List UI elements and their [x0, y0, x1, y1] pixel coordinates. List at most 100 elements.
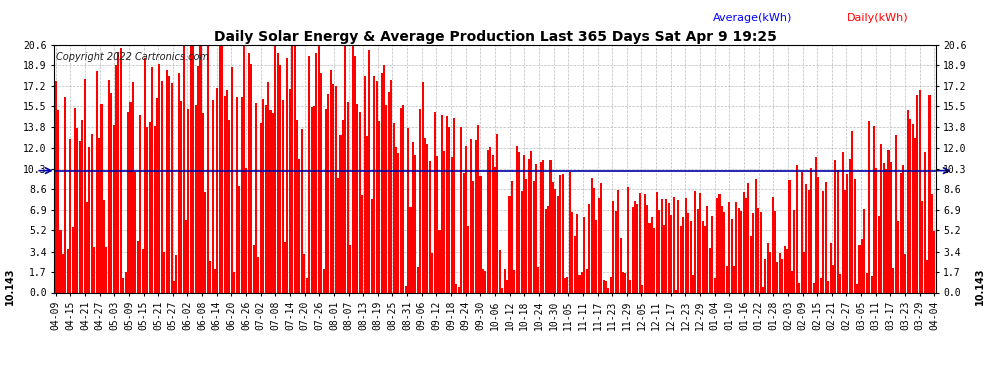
Bar	[663, 225, 665, 292]
Text: Copyright 2022 Cartronics.com: Copyright 2022 Cartronics.com	[56, 53, 209, 62]
Bar	[219, 46, 221, 292]
Bar	[158, 63, 160, 292]
Bar	[120, 48, 122, 292]
Bar	[349, 245, 351, 292]
Bar	[818, 177, 820, 292]
Bar	[199, 46, 202, 292]
Bar	[470, 138, 472, 292]
Bar	[634, 201, 636, 292]
Bar	[444, 151, 446, 292]
Bar	[358, 112, 360, 292]
Bar	[858, 245, 860, 292]
Bar	[603, 280, 605, 292]
Text: 10.143: 10.143	[975, 268, 985, 305]
Bar	[754, 179, 756, 292]
Bar	[665, 199, 667, 292]
Bar	[620, 237, 622, 292]
Bar	[600, 183, 602, 292]
Bar	[439, 230, 441, 292]
Bar	[813, 283, 815, 292]
Bar	[929, 94, 931, 292]
Bar	[766, 243, 769, 292]
Bar	[243, 46, 245, 292]
Bar	[786, 249, 788, 292]
Bar	[791, 271, 793, 292]
Bar	[410, 207, 412, 292]
Bar	[499, 250, 501, 292]
Bar	[523, 155, 525, 292]
Bar	[101, 104, 103, 292]
Bar	[655, 192, 657, 292]
Bar	[234, 272, 236, 292]
Bar	[576, 214, 578, 292]
Bar	[848, 159, 850, 292]
Bar	[687, 213, 689, 292]
Bar	[494, 167, 496, 292]
Bar	[330, 69, 332, 292]
Bar	[373, 76, 375, 292]
Bar	[269, 110, 271, 292]
Bar	[477, 125, 479, 292]
Bar	[122, 278, 125, 292]
Bar	[501, 288, 503, 292]
Bar	[887, 150, 889, 292]
Bar	[185, 220, 187, 292]
Bar	[934, 231, 936, 292]
Bar	[397, 153, 400, 292]
Bar	[195, 105, 197, 292]
Bar	[736, 202, 738, 292]
Bar	[853, 179, 855, 292]
Bar	[144, 58, 146, 292]
Bar	[716, 198, 718, 292]
Bar	[414, 155, 417, 292]
Bar	[380, 74, 382, 292]
Bar	[281, 100, 283, 292]
Bar	[246, 168, 248, 292]
Bar	[457, 286, 459, 292]
Bar	[875, 168, 877, 292]
Bar	[405, 286, 407, 292]
Bar	[202, 113, 204, 292]
Bar	[465, 146, 467, 292]
Bar	[79, 141, 81, 292]
Text: Daily(kWh): Daily(kWh)	[846, 13, 908, 23]
Text: Average(kWh): Average(kWh)	[713, 13, 792, 23]
Bar	[883, 163, 885, 292]
Bar	[448, 127, 450, 292]
Title: Daily Solar Energy & Average Production Last 365 Days Sat Apr 9 19:25: Daily Solar Energy & Average Production …	[214, 30, 776, 44]
Bar	[241, 97, 243, 292]
Bar	[259, 123, 262, 292]
Bar	[632, 207, 634, 292]
Bar	[646, 206, 648, 292]
Bar	[108, 80, 110, 292]
Bar	[653, 228, 655, 292]
Bar	[521, 191, 523, 292]
Bar	[190, 46, 192, 292]
Bar	[130, 102, 132, 292]
Bar	[272, 113, 274, 292]
Bar	[714, 278, 716, 292]
Bar	[76, 129, 78, 292]
Bar	[274, 46, 276, 292]
Bar	[815, 157, 817, 292]
Bar	[83, 80, 86, 292]
Bar	[526, 179, 528, 292]
Bar	[771, 197, 773, 292]
Bar	[325, 109, 327, 292]
Bar	[455, 284, 457, 292]
Bar	[182, 46, 184, 292]
Bar	[832, 265, 834, 292]
Bar	[450, 157, 452, 292]
Bar	[590, 178, 593, 292]
Bar	[320, 73, 322, 292]
Bar	[711, 216, 713, 292]
Bar	[747, 183, 749, 292]
Bar	[262, 99, 264, 292]
Bar	[313, 106, 315, 292]
Bar	[400, 108, 402, 292]
Bar	[142, 249, 144, 292]
Bar	[840, 274, 842, 292]
Bar	[81, 120, 83, 292]
Bar	[670, 215, 672, 292]
Bar	[153, 126, 155, 292]
